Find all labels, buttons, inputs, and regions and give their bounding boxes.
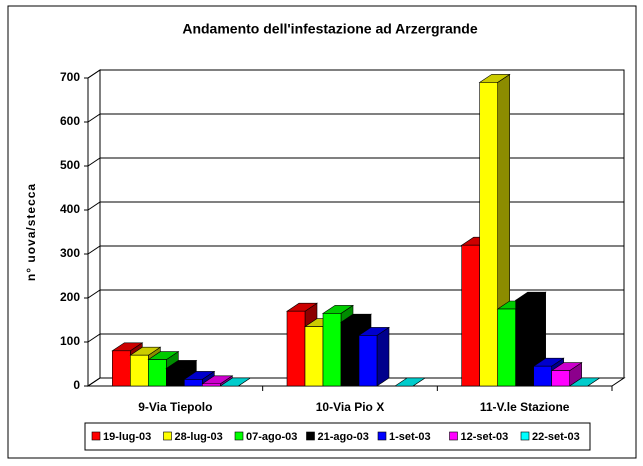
- y-tick-label: 300: [60, 246, 80, 260]
- grid-line: [87, 289, 624, 299]
- bar: [184, 379, 203, 387]
- y-tick-label: 700: [60, 70, 80, 84]
- y-tick-label: 400: [60, 202, 80, 216]
- legend-swatch: [520, 431, 530, 441]
- bar-top: [568, 377, 601, 387]
- legend-swatch: [91, 431, 101, 441]
- grid-line: [87, 333, 624, 343]
- grid-line: [87, 245, 624, 255]
- grid-line: [87, 377, 624, 387]
- x-tick-label: 9-Via Tiepolo: [138, 400, 212, 414]
- grid-line: [87, 157, 624, 167]
- chart-title: Andamento dell'infestazione ad Arzergran…: [182, 21, 478, 37]
- y-tick-label: 100: [60, 334, 80, 348]
- bar: [358, 335, 378, 387]
- bar: [202, 383, 221, 387]
- bar: [304, 326, 324, 387]
- legend-label: 12-set-03: [461, 431, 509, 443]
- y-axis-label: n° uova/stecca: [24, 183, 38, 281]
- bar: [322, 313, 342, 387]
- bar: [533, 365, 552, 387]
- bar: [166, 368, 185, 387]
- legend-swatch: [377, 431, 387, 441]
- legend-label: 07-ago-03: [246, 431, 297, 443]
- bar: [148, 359, 167, 387]
- grid-line: [87, 113, 624, 123]
- grid-line: [87, 69, 624, 79]
- legend-label: 22-set-03: [532, 431, 580, 443]
- y-tick-label: 0: [73, 378, 80, 392]
- legend-label: 21-ago-03: [318, 431, 369, 443]
- legend-label: 19-lug-03: [103, 431, 151, 443]
- legend-label: 1-set-03: [389, 431, 431, 443]
- legend-label: 28-lug-03: [175, 431, 223, 443]
- bar: [551, 370, 570, 387]
- bar-top: [219, 377, 252, 387]
- bar: [112, 350, 131, 387]
- y-tick-label: 200: [60, 290, 80, 304]
- bar-top: [394, 377, 426, 387]
- bar: [286, 310, 306, 387]
- legend-swatch: [234, 431, 244, 441]
- bar-side: [376, 326, 390, 387]
- bar: [130, 354, 149, 387]
- grid-line: [87, 201, 624, 211]
- y-tick-label: 600: [60, 114, 80, 128]
- bar: [461, 244, 480, 387]
- bar: [515, 299, 534, 387]
- legend-swatch: [449, 431, 458, 441]
- x-tick-label: 10-Via Pio X: [316, 400, 384, 414]
- bar: [479, 82, 498, 387]
- legend-swatch: [163, 431, 172, 441]
- bar: [340, 321, 360, 387]
- y-tick-label: 500: [60, 158, 80, 172]
- legend-swatch: [306, 431, 315, 441]
- x-tick-label: 11-V.le Stazione: [480, 400, 570, 414]
- bar: [497, 308, 516, 387]
